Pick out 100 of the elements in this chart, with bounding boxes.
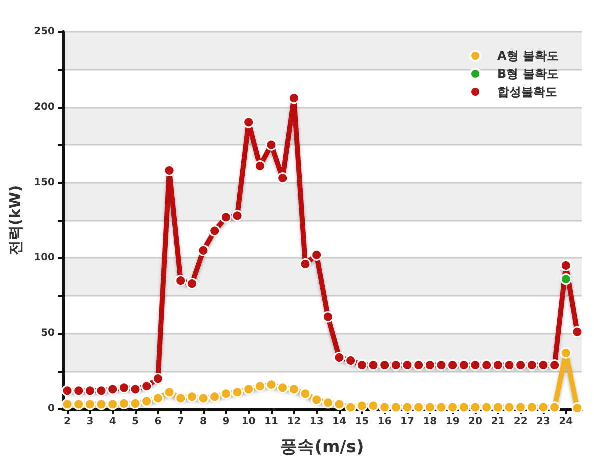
point — [130, 398, 142, 410]
point — [311, 249, 323, 261]
y-tick-label: 250 — [34, 26, 56, 38]
y-tick-label: 0 — [48, 404, 56, 414]
point — [209, 225, 221, 237]
point — [311, 394, 323, 406]
point — [538, 402, 550, 414]
y-tick-label: 100 — [34, 252, 56, 264]
point — [424, 402, 436, 414]
x-tick-label: 5 — [132, 416, 140, 428]
point — [62, 385, 74, 397]
point — [481, 402, 493, 414]
point — [560, 260, 572, 272]
point — [209, 391, 221, 403]
point — [560, 274, 572, 286]
point — [277, 382, 289, 394]
point — [515, 402, 527, 414]
point — [390, 402, 402, 414]
point — [141, 396, 153, 408]
point — [73, 398, 85, 410]
x-tick-label: 19 — [446, 416, 460, 428]
point — [402, 402, 414, 414]
point — [458, 360, 470, 372]
point — [288, 92, 300, 104]
point — [356, 400, 368, 412]
point — [356, 360, 368, 372]
point — [345, 402, 357, 414]
point — [288, 384, 300, 396]
point — [254, 380, 266, 392]
x-tick-label: 2 — [64, 416, 72, 428]
point — [402, 360, 414, 372]
point — [413, 402, 425, 414]
x-tick-label: 3 — [86, 416, 94, 428]
point — [254, 160, 266, 172]
point — [322, 311, 334, 323]
y-axis-title: 전력(kW) — [6, 185, 24, 256]
point — [118, 398, 130, 410]
x-axis-title: 풍속(m/s) — [280, 438, 364, 458]
x-tick-label: 9 — [222, 416, 230, 428]
x-tick-label: 21 — [491, 416, 506, 428]
point — [232, 386, 244, 398]
x-tick-label: 8 — [200, 416, 208, 428]
point — [515, 360, 527, 372]
point — [560, 347, 572, 359]
point — [470, 360, 482, 372]
point — [526, 360, 538, 372]
point — [368, 360, 380, 372]
point — [220, 388, 232, 400]
point — [73, 385, 85, 397]
y-tick-label: 200 — [34, 102, 56, 113]
point — [436, 360, 448, 372]
point — [470, 402, 482, 414]
point — [186, 391, 198, 403]
point — [141, 380, 153, 392]
point — [424, 360, 436, 372]
point — [175, 392, 187, 404]
point — [277, 172, 289, 184]
x-tick-label: 6 — [154, 416, 162, 428]
point — [413, 360, 425, 372]
point — [322, 397, 334, 409]
point — [492, 360, 504, 372]
point — [220, 212, 232, 224]
x-tick-label: 18 — [423, 416, 438, 428]
x-tick-label: 12 — [287, 416, 302, 428]
x-tick-label: 14 — [332, 416, 346, 428]
point — [504, 360, 516, 372]
point — [198, 244, 210, 256]
point — [334, 398, 346, 410]
point — [300, 258, 312, 270]
point — [447, 360, 459, 372]
point — [266, 379, 278, 391]
x-tick-label: 7 — [177, 416, 184, 428]
point — [107, 384, 119, 396]
point — [379, 402, 391, 414]
point — [368, 400, 380, 412]
legend-label: B형 불확도 — [498, 67, 559, 81]
point — [243, 116, 255, 128]
x-tick-label: 15 — [355, 416, 370, 428]
x-tick-label: 23 — [536, 416, 550, 428]
point — [84, 385, 96, 397]
x-tick-label: 22 — [514, 416, 528, 428]
point — [334, 352, 346, 364]
legend-label: A형 불확도 — [498, 49, 560, 63]
point — [526, 402, 538, 414]
x-tick-label: 4 — [109, 416, 116, 428]
point — [266, 139, 278, 151]
point — [84, 398, 96, 410]
point — [164, 386, 176, 398]
point — [175, 275, 187, 287]
point — [504, 402, 516, 414]
x-tick-label: 13 — [310, 416, 324, 428]
point — [492, 402, 504, 414]
point — [152, 373, 164, 385]
point — [390, 360, 402, 372]
point — [458, 402, 470, 414]
point — [130, 384, 142, 396]
point — [436, 402, 448, 414]
point — [62, 398, 74, 410]
x-tick-label: 16 — [378, 416, 392, 428]
point — [572, 402, 584, 414]
